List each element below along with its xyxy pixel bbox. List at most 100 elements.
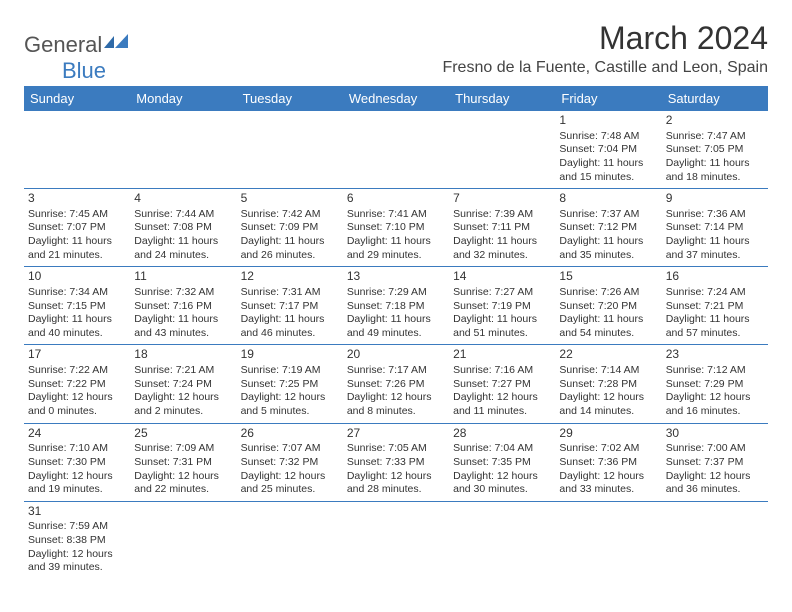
day-number: 26: [241, 426, 339, 442]
sunrise-line: Sunrise: 7:41 AM: [347, 208, 445, 222]
calendar-week-row: 17Sunrise: 7:22 AMSunset: 7:22 PMDayligh…: [24, 345, 768, 423]
daylight-line: Daylight: 12 hours and 16 minutes.: [666, 391, 764, 418]
sunrise-line: Sunrise: 7:39 AM: [453, 208, 551, 222]
calendar-day-cell: 2Sunrise: 7:47 AMSunset: 7:05 PMDaylight…: [662, 111, 768, 189]
daylight-line: Daylight: 12 hours and 2 minutes.: [134, 391, 232, 418]
sunset-line: Sunset: 7:27 PM: [453, 378, 551, 392]
sunset-line: Sunset: 7:04 PM: [559, 143, 657, 157]
calendar-day-cell: 3Sunrise: 7:45 AMSunset: 7:07 PMDaylight…: [24, 189, 130, 267]
daylight-line: Daylight: 12 hours and 5 minutes.: [241, 391, 339, 418]
sunset-line: Sunset: 8:38 PM: [28, 534, 126, 548]
sunrise-line: Sunrise: 7:04 AM: [453, 442, 551, 456]
sunrise-line: Sunrise: 7:09 AM: [134, 442, 232, 456]
sunset-line: Sunset: 7:35 PM: [453, 456, 551, 470]
day-header: Tuesday: [237, 86, 343, 111]
calendar-week-row: 24Sunrise: 7:10 AMSunset: 7:30 PMDayligh…: [24, 423, 768, 501]
sunrise-line: Sunrise: 7:29 AM: [347, 286, 445, 300]
calendar-day-cell: 13Sunrise: 7:29 AMSunset: 7:18 PMDayligh…: [343, 267, 449, 345]
day-number: 3: [28, 191, 126, 207]
calendar-empty-cell: [449, 501, 555, 579]
daylight-line: Daylight: 11 hours and 21 minutes.: [28, 235, 126, 262]
sunset-line: Sunset: 7:28 PM: [559, 378, 657, 392]
day-number: 27: [347, 426, 445, 442]
daylight-line: Daylight: 11 hours and 40 minutes.: [28, 313, 126, 340]
day-number: 6: [347, 191, 445, 207]
day-number: 13: [347, 269, 445, 285]
sunset-line: Sunset: 7:36 PM: [559, 456, 657, 470]
daylight-line: Daylight: 11 hours and 37 minutes.: [666, 235, 764, 262]
sunrise-line: Sunrise: 7:36 AM: [666, 208, 764, 222]
day-number: 25: [134, 426, 232, 442]
calendar-week-row: 10Sunrise: 7:34 AMSunset: 7:15 PMDayligh…: [24, 267, 768, 345]
calendar-empty-cell: [237, 111, 343, 189]
daylight-line: Daylight: 11 hours and 24 minutes.: [134, 235, 232, 262]
daylight-line: Daylight: 11 hours and 18 minutes.: [666, 157, 764, 184]
day-number: 29: [559, 426, 657, 442]
sunrise-line: Sunrise: 7:14 AM: [559, 364, 657, 378]
sunset-line: Sunset: 7:25 PM: [241, 378, 339, 392]
daylight-line: Daylight: 12 hours and 39 minutes.: [28, 548, 126, 575]
sunrise-line: Sunrise: 7:47 AM: [666, 130, 764, 144]
sunrise-line: Sunrise: 7:31 AM: [241, 286, 339, 300]
sunset-line: Sunset: 7:18 PM: [347, 300, 445, 314]
sunrise-line: Sunrise: 7:21 AM: [134, 364, 232, 378]
month-title: March 2024: [442, 20, 768, 57]
sunset-line: Sunset: 7:31 PM: [134, 456, 232, 470]
sunset-line: Sunset: 7:26 PM: [347, 378, 445, 392]
day-number: 18: [134, 347, 232, 363]
calendar-day-cell: 25Sunrise: 7:09 AMSunset: 7:31 PMDayligh…: [130, 423, 236, 501]
day-number: 28: [453, 426, 551, 442]
sunrise-line: Sunrise: 7:59 AM: [28, 520, 126, 534]
daylight-line: Daylight: 11 hours and 15 minutes.: [559, 157, 657, 184]
calendar-week-row: 3Sunrise: 7:45 AMSunset: 7:07 PMDaylight…: [24, 189, 768, 267]
calendar-day-cell: 28Sunrise: 7:04 AMSunset: 7:35 PMDayligh…: [449, 423, 555, 501]
header: General Blue March 2024 Fresno de la Fue…: [24, 20, 768, 84]
sunset-line: Sunset: 7:11 PM: [453, 221, 551, 235]
sunrise-line: Sunrise: 7:34 AM: [28, 286, 126, 300]
location-text: Fresno de la Fuente, Castille and Leon, …: [442, 59, 768, 77]
daylight-line: Daylight: 12 hours and 33 minutes.: [559, 470, 657, 497]
sunset-line: Sunset: 7:07 PM: [28, 221, 126, 235]
day-number: 15: [559, 269, 657, 285]
day-number: 9: [666, 191, 764, 207]
sunrise-line: Sunrise: 7:10 AM: [28, 442, 126, 456]
sunset-line: Sunset: 7:22 PM: [28, 378, 126, 392]
calendar-day-cell: 19Sunrise: 7:19 AMSunset: 7:25 PMDayligh…: [237, 345, 343, 423]
daylight-line: Daylight: 11 hours and 26 minutes.: [241, 235, 339, 262]
day-number: 20: [347, 347, 445, 363]
calendar-day-cell: 12Sunrise: 7:31 AMSunset: 7:17 PMDayligh…: [237, 267, 343, 345]
calendar-day-cell: 4Sunrise: 7:44 AMSunset: 7:08 PMDaylight…: [130, 189, 236, 267]
calendar-body: 1Sunrise: 7:48 AMSunset: 7:04 PMDaylight…: [24, 111, 768, 579]
daylight-line: Daylight: 12 hours and 25 minutes.: [241, 470, 339, 497]
sunrise-line: Sunrise: 7:00 AM: [666, 442, 764, 456]
calendar-day-cell: 10Sunrise: 7:34 AMSunset: 7:15 PMDayligh…: [24, 267, 130, 345]
day-number: 19: [241, 347, 339, 363]
sunset-line: Sunset: 7:33 PM: [347, 456, 445, 470]
calendar-day-cell: 31Sunrise: 7:59 AMSunset: 8:38 PMDayligh…: [24, 501, 130, 579]
calendar-empty-cell: [662, 501, 768, 579]
day-header: Friday: [555, 86, 661, 111]
calendar-day-cell: 21Sunrise: 7:16 AMSunset: 7:27 PMDayligh…: [449, 345, 555, 423]
sunrise-line: Sunrise: 7:37 AM: [559, 208, 657, 222]
sunrise-line: Sunrise: 7:42 AM: [241, 208, 339, 222]
sunset-line: Sunset: 7:29 PM: [666, 378, 764, 392]
sunrise-line: Sunrise: 7:24 AM: [666, 286, 764, 300]
calendar-day-cell: 7Sunrise: 7:39 AMSunset: 7:11 PMDaylight…: [449, 189, 555, 267]
calendar-day-cell: 9Sunrise: 7:36 AMSunset: 7:14 PMDaylight…: [662, 189, 768, 267]
calendar-day-cell: 27Sunrise: 7:05 AMSunset: 7:33 PMDayligh…: [343, 423, 449, 501]
day-number: 22: [559, 347, 657, 363]
calendar-day-cell: 29Sunrise: 7:02 AMSunset: 7:36 PMDayligh…: [555, 423, 661, 501]
day-number: 30: [666, 426, 764, 442]
calendar-empty-cell: [555, 501, 661, 579]
day-number: 14: [453, 269, 551, 285]
sunrise-line: Sunrise: 7:32 AM: [134, 286, 232, 300]
day-number: 17: [28, 347, 126, 363]
daylight-line: Daylight: 12 hours and 28 minutes.: [347, 470, 445, 497]
calendar-day-cell: 8Sunrise: 7:37 AMSunset: 7:12 PMDaylight…: [555, 189, 661, 267]
daylight-line: Daylight: 11 hours and 35 minutes.: [559, 235, 657, 262]
title-block: March 2024 Fresno de la Fuente, Castille…: [442, 20, 768, 83]
sunrise-line: Sunrise: 7:05 AM: [347, 442, 445, 456]
daylight-line: Daylight: 11 hours and 57 minutes.: [666, 313, 764, 340]
calendar-week-row: 1Sunrise: 7:48 AMSunset: 7:04 PMDaylight…: [24, 111, 768, 189]
sunrise-line: Sunrise: 7:27 AM: [453, 286, 551, 300]
